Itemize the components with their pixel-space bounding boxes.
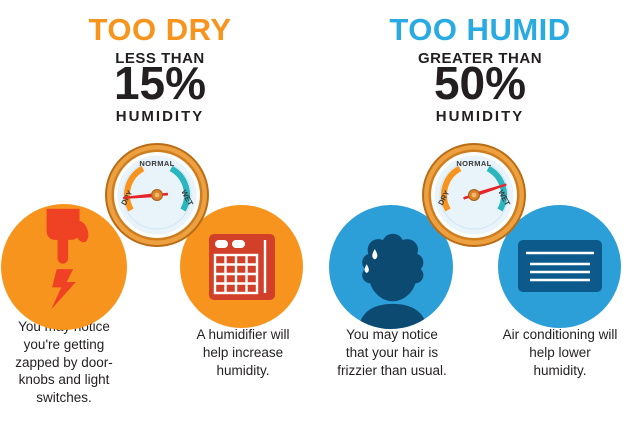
hygrometer-dial-icon: NORMAL DRY WET [422,143,526,247]
air-conditioning-bubble [498,205,621,328]
dry-humidity-label: HUMIDITY [115,108,205,125]
too-dry-section: TOO DRY LESS THAN 15% HUMIDITY NORMAL DR… [1,12,303,406]
humid-hygrometer-gauge: NORMAL DRY WET [421,142,527,248]
dry-solution-caption: A humidifier will help increase humidity… [196,327,290,378]
humid-threshold-value: 50% [433,57,527,109]
sweaty-head-icon [358,233,427,329]
too-humid-section: TOO HUMID GREATER THAN 50% HUMIDITY NORM… [320,0,640,431]
gauge-normal-label: NORMAL [456,159,491,168]
hand-zap-icon [46,208,89,310]
gauge-normal-label: NORMAL [139,159,174,168]
humidifier-icon [208,233,275,300]
static-shock-bubble [1,204,127,330]
too-dry-title: TOO DRY [88,12,232,47]
humidifier-bubble [180,205,303,328]
dry-threshold-value: 15% [113,57,207,109]
air-conditioner-icon [517,239,602,292]
dry-threshold-label: LESS THAN [115,50,205,67]
humid-solution-caption: Air conditioning will help lower humidit… [502,327,618,378]
humid-humidity-label: HUMIDITY [435,108,525,125]
dry-cause-caption: You may notice you're getting zapped by … [15,319,113,406]
too-humid-title: TOO HUMID [389,12,571,47]
dry-hygrometer-gauge: NORMAL DRY WET [104,142,210,248]
hygrometer-dial-icon: NORMAL DRY WET [105,143,209,247]
humid-cause-caption: You may notice that your hair is frizzie… [337,327,447,378]
humid-threshold-label: GREATER THAN [417,50,543,67]
